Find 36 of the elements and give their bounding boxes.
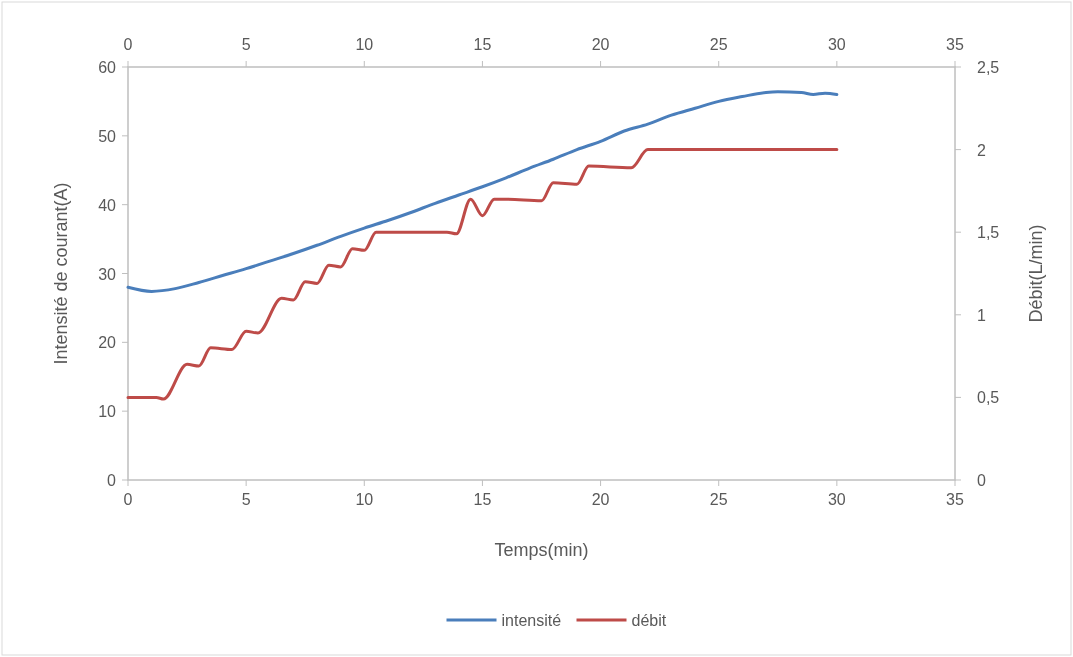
y2-tick-label: 1 (977, 306, 986, 324)
x-tick-label: 5 (241, 491, 251, 508)
x2-tick-label: 15 (473, 36, 492, 53)
x2-tick-label: 35 (946, 36, 964, 53)
legend-label: débit (631, 612, 667, 629)
x-tick-label: 30 (827, 491, 846, 508)
y-tick-label: 0 (107, 472, 117, 489)
x-tick-label: 15 (473, 491, 492, 508)
y-tick-label: 30 (98, 265, 117, 283)
y2-tick-label: 2,5 (977, 59, 1000, 76)
y-tick-label: 50 (98, 127, 117, 145)
y-tick-label: 10 (98, 403, 117, 421)
y-tick-label: 60 (98, 59, 117, 76)
y2-tick-label: 1,5 (977, 224, 1000, 242)
x2-tick-label: 10 (355, 36, 374, 53)
y-axis-title: Intensité de courant(A) (51, 182, 71, 365)
x2-tick-label: 30 (827, 36, 846, 53)
x2-tick-label: 5 (241, 36, 251, 53)
y2-tick-label: 0 (977, 472, 986, 489)
line-series (126, 148, 839, 401)
y2-tick-label: 2 (977, 141, 986, 159)
y2-tick-label: 0,5 (977, 389, 1000, 407)
x-tick-label: 10 (355, 491, 374, 508)
x-tick-label: 25 (709, 491, 728, 508)
x-tick-label: 0 (123, 491, 133, 508)
y-tick-label: 40 (98, 196, 117, 214)
y-tick-label: 20 (98, 334, 117, 352)
x2-tick-label: 0 (123, 36, 133, 53)
x2-tick-label: 25 (709, 36, 728, 53)
x-tick-label: 20 (591, 491, 610, 508)
y2-axis-title: Débit(L/min) (1026, 224, 1046, 323)
legend-label: intensité (501, 612, 562, 629)
x2-tick-label: 20 (591, 36, 610, 53)
x-axis-title: Temps(min) (494, 540, 589, 560)
line-series (126, 90, 839, 293)
x-tick-label: 35 (946, 491, 964, 508)
